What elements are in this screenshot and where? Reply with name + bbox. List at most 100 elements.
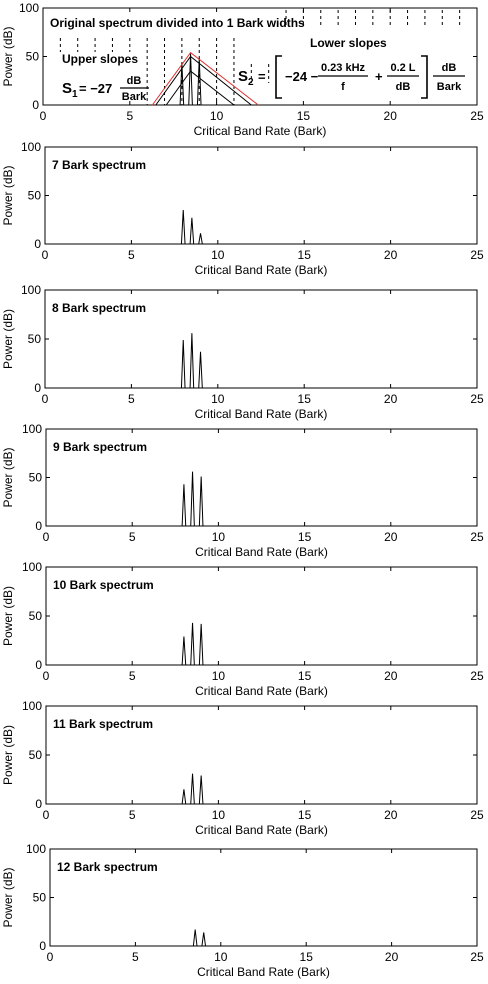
y-tick-label: 0 — [32, 98, 39, 112]
spectral-line — [189, 333, 195, 389]
spectral-line — [181, 636, 187, 666]
panel-title: 8 Bark spectrum — [52, 301, 146, 315]
x-tick-label: 5 — [128, 248, 135, 262]
x-tick-label: 20 — [384, 669, 398, 683]
plot-frame — [44, 146, 478, 245]
y-axis-label: Power (dB) — [1, 586, 15, 646]
x-tick-label: 15 — [300, 950, 314, 964]
y-tick-label: 100 — [26, 842, 46, 856]
s1-unit-numerator: dB — [127, 75, 142, 87]
s2-constant: −24 − — [285, 69, 319, 84]
y-tick-label: 0 — [35, 658, 42, 672]
x-tick-label: 0 — [40, 109, 47, 123]
y-tick-label: 0 — [35, 797, 42, 811]
spectral-line — [188, 53, 193, 106]
plot-frame — [44, 289, 478, 389]
chart-panel-6: 0 5 10 15 20 25 0 50 100 Critical Band Rate (Bark… — [1, 842, 484, 979]
x-tick-label: 25 — [470, 530, 484, 544]
x-tick-label: 0 — [43, 808, 50, 822]
y-tick-label: 50 — [26, 50, 40, 64]
x-tick-label: 0 — [42, 392, 49, 406]
s2-term2-denominator: dB — [396, 81, 411, 93]
x-axis-label: Critical Band Rate (Bark) — [195, 545, 328, 559]
chart-panel-1: 0 5 10 15 20 25 0 50 100 Critical Band Rate (Bark… — [1, 140, 484, 277]
chart-panel-4: 0 5 10 15 20 25 0 50 100 Critical Band Rate (Bark… — [1, 560, 484, 698]
chart-title: Original spectrum divided into 1 Bark wi… — [50, 16, 305, 30]
spectral-line — [181, 484, 187, 527]
spectral-line — [198, 623, 204, 666]
x-axis-label: Critical Band Rate (Bark) — [195, 407, 328, 421]
spectral-line — [180, 210, 186, 245]
x-tick-label: 10 — [210, 109, 224, 123]
x-tick-label: 10 — [212, 808, 226, 822]
s2-left-bracket — [275, 55, 282, 99]
x-tick-label: 5 — [132, 950, 139, 964]
spectral-line — [189, 217, 195, 245]
x-axis-label: Critical Band Rate (Bark) — [195, 263, 328, 277]
spectral-line — [190, 622, 195, 666]
x-tick-label: 20 — [384, 109, 398, 123]
y-tick-label: 100 — [21, 140, 41, 154]
y-tick-label: 100 — [22, 422, 42, 436]
x-tick-label: 0 — [43, 530, 50, 544]
x-tick-label: 5 — [126, 109, 133, 123]
y-tick-label: 50 — [28, 189, 42, 203]
x-tick-label: 20 — [385, 950, 399, 964]
y-axis-label: Power (dB) — [1, 725, 15, 785]
y-axis-label: Power (dB) — [1, 26, 15, 86]
x-tick-label: 10 — [211, 248, 225, 262]
s2-subscript: 2 — [248, 77, 254, 88]
panel-title: 10 Bark spectrum — [53, 578, 154, 592]
y-tick-label: 0 — [39, 939, 46, 953]
x-tick-label: 25 — [470, 669, 484, 683]
x-tick-label: 20 — [384, 530, 398, 544]
chart-panel-3: 0 5 10 15 20 25 0 50 100 Critical Band Rate (Bark… — [1, 422, 484, 559]
x-tick-label: 10 — [214, 950, 228, 964]
x-tick-label: 25 — [470, 950, 484, 964]
y-axis-label: Power (dB) — [1, 447, 15, 507]
y-tick-label: 100 — [19, 1, 39, 15]
y-axis-label: Power (dB) — [1, 165, 15, 225]
s2-term2-numerator: 0.2 L — [390, 62, 415, 74]
x-axis-label: Critical Band Rate (Bark) — [195, 823, 328, 837]
lower-slopes-label: Lower slopes — [310, 36, 387, 50]
spectral-line — [192, 929, 198, 947]
s1-unit-denominator: Bark — [122, 91, 147, 103]
x-tick-label: 15 — [298, 392, 312, 406]
y-tick-label: 50 — [29, 748, 43, 762]
spectral-line — [180, 339, 186, 389]
panel-title: 9 Bark spectrum — [53, 440, 147, 454]
x-tick-label: 15 — [298, 808, 312, 822]
x-axis-label: Critical Band Rate (Bark) — [197, 965, 330, 979]
spectral-line — [198, 476, 204, 527]
masking-slope-line — [151, 51, 259, 106]
plot-frame — [45, 705, 478, 805]
chart-panel-2: 0 5 10 15 20 25 0 50 100 Critical Band Rate (Bark… — [1, 283, 484, 421]
x-tick-label: 0 — [47, 950, 54, 964]
x-tick-label: 0 — [42, 248, 49, 262]
x-tick-label: 20 — [384, 392, 398, 406]
y-axis-label: Power (dB) — [1, 867, 15, 927]
y-tick-label: 50 — [33, 891, 47, 905]
panel-title: 11 Bark spectrum — [53, 717, 153, 731]
masking-slope-line — [155, 55, 252, 106]
s1-subscript: 1 — [72, 89, 78, 100]
y-tick-label: 100 — [22, 699, 42, 713]
masking-slope-line — [165, 70, 235, 106]
s2-unit-denominator: Bark — [437, 81, 462, 93]
x-tick-label: 20 — [384, 248, 398, 262]
x-tick-label: 5 — [129, 530, 136, 544]
upper-slopes-label: Upper slopes — [62, 52, 138, 66]
x-tick-label: 10 — [212, 669, 226, 683]
panel-title: 12 Bark spectrum — [57, 860, 158, 874]
s2-right-bracket — [421, 55, 428, 99]
y-tick-label: 100 — [22, 560, 42, 574]
y-tick-label: 50 — [29, 609, 43, 623]
spectral-line — [198, 775, 204, 805]
y-tick-label: 50 — [28, 332, 42, 346]
chart-panel-0: 0 5 10 15 20 25 0 50 100 Critical Band Rate (Bark… — [1, 1, 484, 138]
plot-frame — [45, 428, 478, 527]
s2-term1-numerator: 0.23 kHz — [321, 62, 366, 74]
x-tick-label: 15 — [298, 530, 312, 544]
x-tick-label: 25 — [470, 808, 484, 822]
